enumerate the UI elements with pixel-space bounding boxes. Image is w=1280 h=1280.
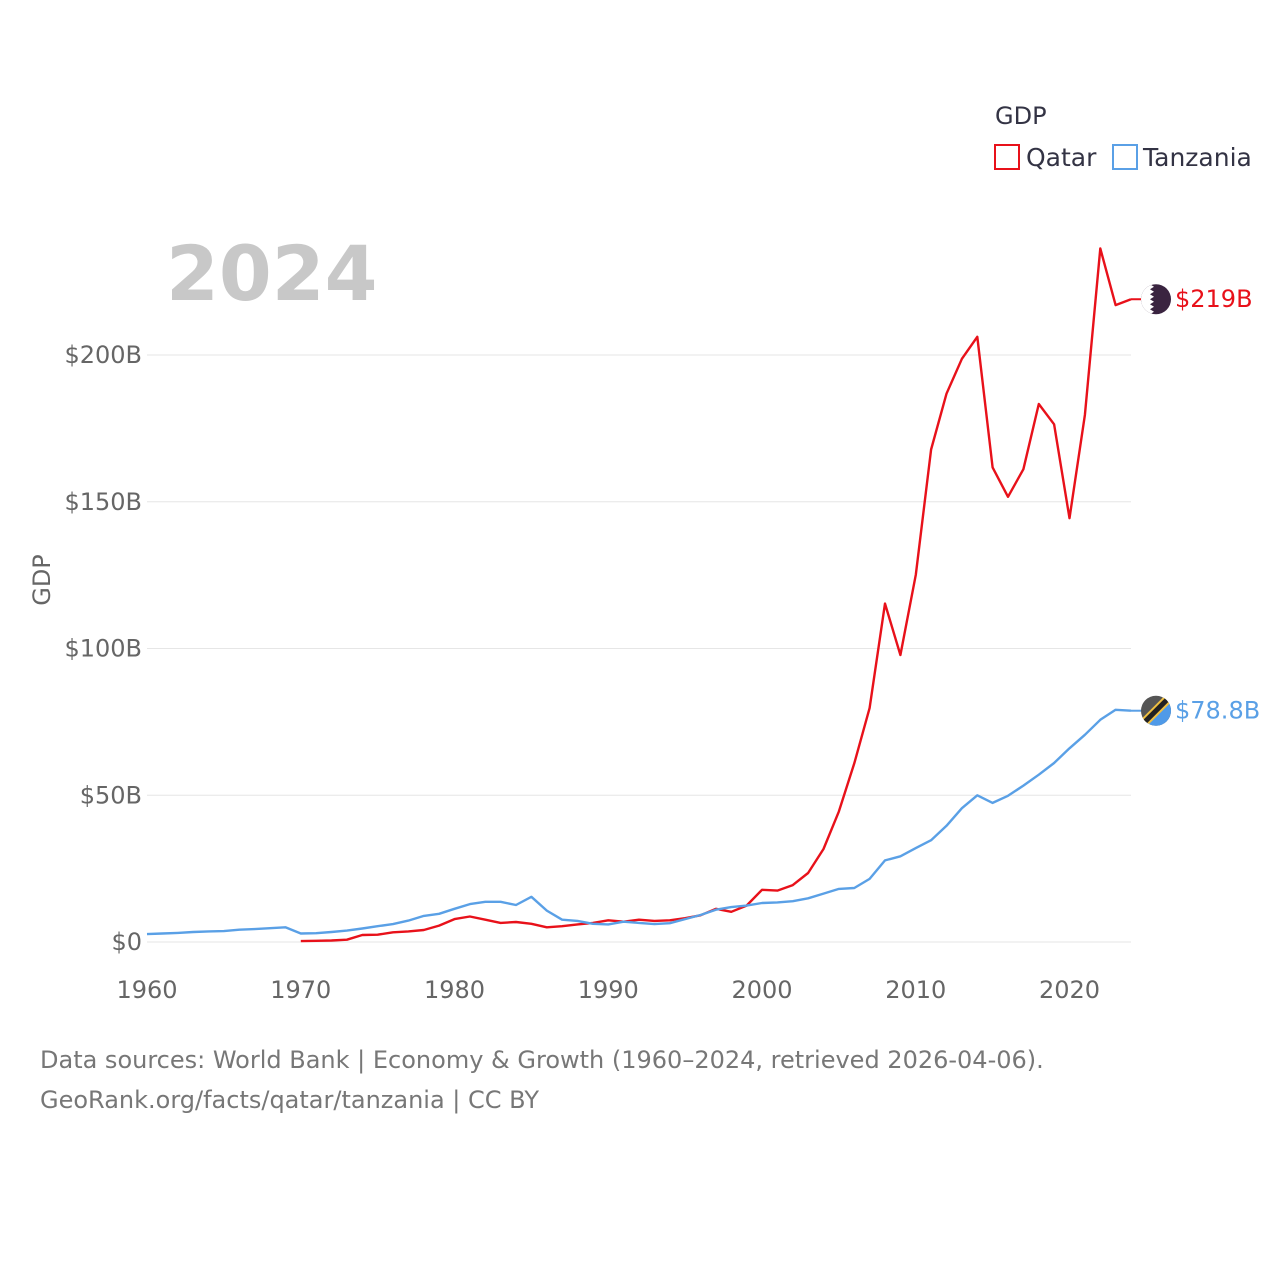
x-tick-label: 2020 (1039, 976, 1100, 1004)
footer-sources: Data sources: World Bank | Economy & Gro… (40, 1046, 1044, 1074)
legend-label-qatar[interactable]: Qatar (1026, 143, 1097, 172)
x-tick-label: 1960 (116, 976, 177, 1004)
legend-label-tanzania[interactable]: Tanzania (1142, 143, 1252, 172)
y-tick-label: $150B (64, 488, 142, 516)
y-axis-title: GDP (28, 554, 56, 606)
y-tick-label: $100B (64, 635, 142, 663)
y-tick-label: $50B (80, 781, 142, 809)
flag-marker-tanzania[interactable] (1141, 695, 1171, 726)
series-lines (146, 247, 1132, 943)
x-tick-label: 2010 (885, 976, 946, 1004)
legend: GDP Qatar Tanzania (994, 102, 1252, 172)
grid-lines (147, 354, 1131, 943)
footer-attribution: GeoRank.org/facts/qatar/tanzania | CC BY (40, 1086, 539, 1114)
y-tick-label: $0 (111, 928, 142, 956)
end-value-label-qatar: $219B (1175, 285, 1253, 313)
end-value-label-tanzania: $78.8B (1175, 697, 1260, 725)
x-tick-label: 1970 (270, 976, 331, 1004)
x-tick-label: 2000 (731, 976, 792, 1004)
x-tick-label: 1980 (424, 976, 485, 1004)
year-label: 2024 (166, 229, 378, 318)
x-tick-label: 1990 (578, 976, 639, 1004)
x-axis-ticks: 1960 1970 1980 1990 2000 2010 2020 (116, 976, 1100, 1004)
legend-swatch-tanzania[interactable] (1112, 144, 1138, 170)
end-markers: $219B $78.8B (1131, 284, 1260, 726)
flag-marker-qatar[interactable] (1141, 284, 1171, 315)
series-line-qatar[interactable] (300, 247, 1132, 943)
series-line-tanzania[interactable] (146, 708, 1132, 936)
legend-swatch-qatar[interactable] (994, 144, 1020, 170)
legend-title: GDP (995, 102, 1047, 130)
y-tick-label: $200B (64, 341, 142, 369)
y-axis-ticks: $0 $50B $100B $150B $200B (64, 341, 142, 956)
